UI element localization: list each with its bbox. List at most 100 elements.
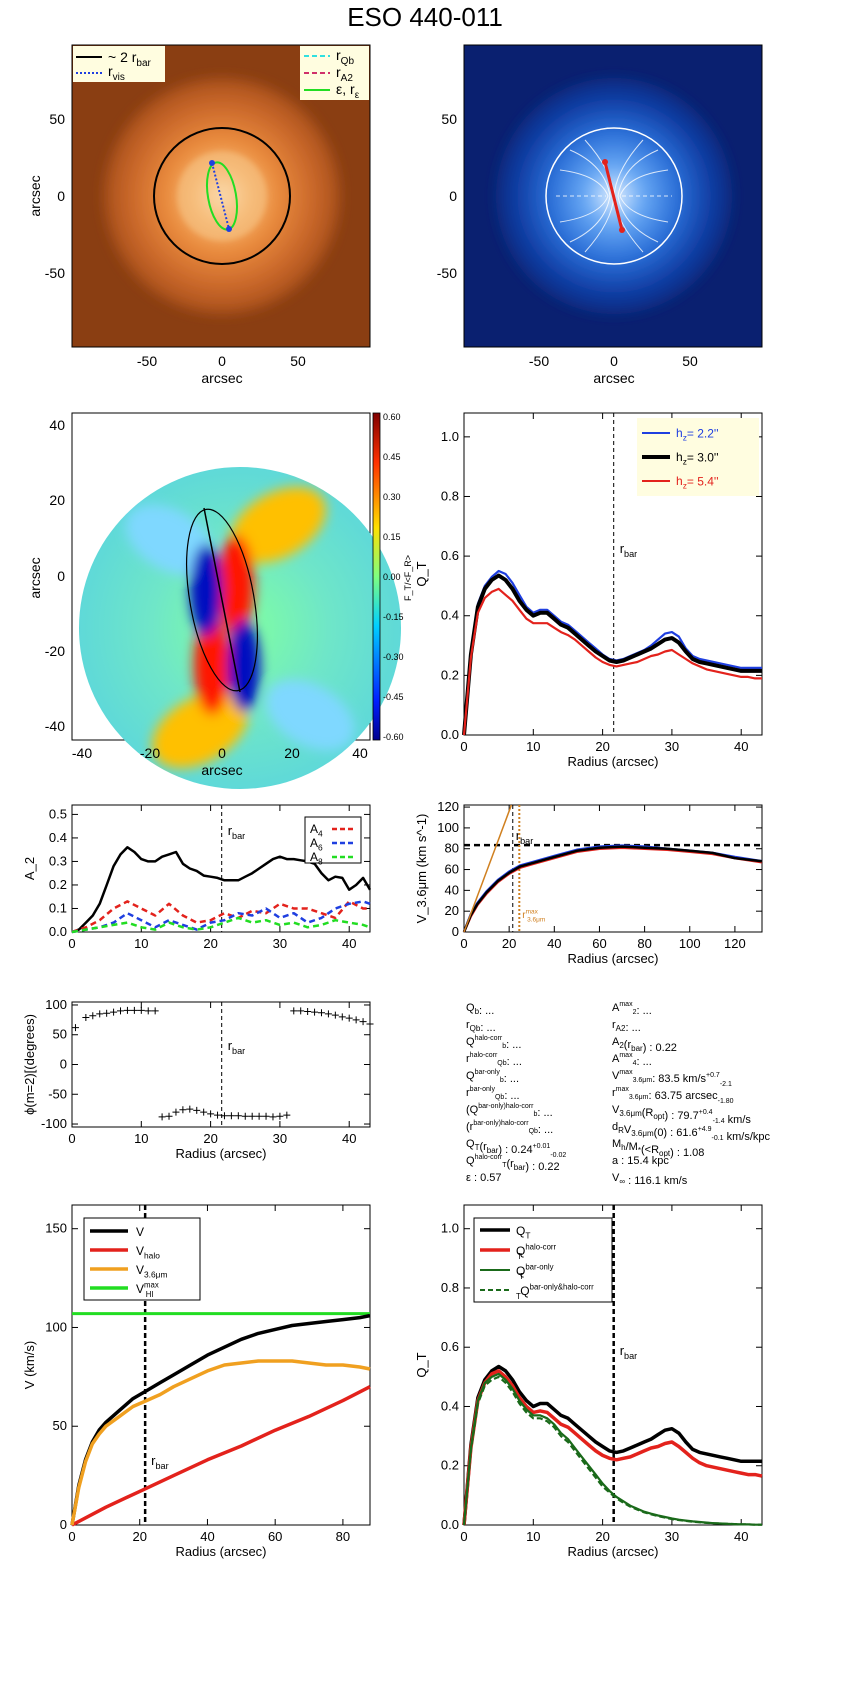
x-tick-label: 40 bbox=[342, 936, 356, 951]
y-tick-label: 100 bbox=[437, 820, 459, 835]
qt-profile-panel: 0 10 20 30 40 0.0 0.2 0.4 0.6 0.8 1.0 Radius (arcse… bbox=[414, 412, 763, 769]
data-point bbox=[262, 1112, 270, 1120]
data-point bbox=[290, 1007, 298, 1015]
image-legend-left: ~ 2 rbar rvis bbox=[73, 46, 165, 83]
y-axis-label: ϕ(m=2)[(degrees) bbox=[22, 1014, 37, 1115]
y-tick-label: 0 bbox=[60, 1517, 67, 1532]
legend-label: rQb bbox=[336, 47, 354, 67]
image-panel: ~ 2 rbar rvis rQb rA2 ε, rε -50 0 50 50 … bbox=[27, 44, 371, 386]
y-tick-label: -20 bbox=[45, 643, 65, 659]
legend-label: hz= 2.2'' bbox=[676, 426, 718, 443]
y-tick-label: 40 bbox=[445, 882, 459, 897]
colorbar-tick: -0.30 bbox=[383, 652, 404, 662]
legend-label: rvis bbox=[108, 63, 125, 83]
x-tick-label: 0 bbox=[460, 1529, 467, 1544]
y-tick-label: 0.6 bbox=[441, 548, 459, 563]
data-point bbox=[220, 1112, 228, 1120]
parameter-line: dRV3.6μm(0) : 61.6+4.9-0.1 km/s/kpc bbox=[612, 1121, 771, 1143]
y-tick-label: 0.2 bbox=[49, 877, 67, 892]
parameter-line: Mh/M*(<Ropt) : 1.08 bbox=[612, 1138, 704, 1159]
x-tick-label: -40 bbox=[72, 745, 92, 761]
x-axis-label: arcsec bbox=[593, 370, 634, 386]
colorbar bbox=[372, 412, 381, 741]
x-tick-label: 30 bbox=[273, 1131, 287, 1146]
force-field-circle bbox=[545, 127, 683, 265]
colorbar-tick: 0.15 bbox=[383, 532, 401, 542]
parameter-line: A2(rbar) : 0.22 bbox=[612, 1036, 677, 1054]
y-tick-label: 0.4 bbox=[49, 830, 67, 845]
data-point bbox=[172, 1108, 180, 1116]
series-line bbox=[462, 1372, 762, 1526]
x-tick-label: 50 bbox=[682, 353, 698, 369]
bar-endpoint bbox=[619, 227, 625, 233]
data-point bbox=[96, 1010, 104, 1018]
data-point bbox=[71, 1024, 79, 1032]
x-axis-label: Radius (arcsec) bbox=[567, 1544, 658, 1559]
data-point bbox=[207, 1110, 215, 1118]
y-tick-label: 150 bbox=[45, 1221, 67, 1236]
data-point bbox=[158, 1113, 166, 1121]
y-tick-label: 50 bbox=[441, 111, 457, 127]
y-tick-label: 50 bbox=[53, 1418, 67, 1433]
x-tick-label: 10 bbox=[134, 1131, 148, 1146]
y-tick-label: 100 bbox=[45, 997, 67, 1012]
data-point bbox=[345, 1014, 353, 1022]
y-axis-label: A_2 bbox=[22, 857, 37, 880]
x-tick-label: 0 bbox=[218, 353, 226, 369]
data-point bbox=[193, 1106, 201, 1114]
x-tick-label: 0 bbox=[610, 353, 618, 369]
ratio-map-lobes bbox=[125, 487, 355, 768]
y-tick-label: 0 bbox=[449, 188, 457, 204]
data-point bbox=[227, 1112, 235, 1120]
rotation-curve-panel: 0 20 40 60 80 0 50 100 150 Radius (arcsec) V (km/s… bbox=[22, 1204, 371, 1559]
y-tick-label: 80 bbox=[445, 841, 459, 856]
y-tick-label: 0.3 bbox=[49, 853, 67, 868]
x-tick-label: 20 bbox=[203, 1131, 217, 1146]
y-tick-label: 0.0 bbox=[441, 1517, 459, 1532]
y-axis-label: Q_T bbox=[414, 1352, 429, 1377]
series-line bbox=[462, 587, 762, 736]
legend-label: ε, rε bbox=[336, 81, 360, 101]
x-tick-label: 80 bbox=[637, 936, 651, 951]
legend-box bbox=[304, 816, 362, 864]
data-point bbox=[366, 1020, 374, 1028]
parameter-line: ε : 0.57 bbox=[466, 1172, 501, 1184]
y-tick-label: 0.2 bbox=[441, 1458, 459, 1473]
image-legend-right: rQb rA2 ε, rε bbox=[300, 46, 369, 101]
legend-box bbox=[473, 1217, 613, 1303]
legend-label: Vmax HI bbox=[136, 1281, 159, 1300]
legend-label: Qhalo-corr T bbox=[516, 1243, 557, 1262]
y-tick-label: 0.4 bbox=[441, 1398, 459, 1413]
y-tick-label: 0.6 bbox=[441, 1339, 459, 1354]
y-tick-label: 1.0 bbox=[441, 429, 459, 444]
data-point bbox=[297, 1007, 305, 1015]
x-tick-label: 40 bbox=[352, 745, 368, 761]
y-tick-label: 0.1 bbox=[49, 900, 67, 915]
x-tick-label: -20 bbox=[140, 745, 160, 761]
parameter-line: (Qbar-only)halo-corrb: ... bbox=[466, 1103, 553, 1119]
series-line bbox=[462, 1364, 762, 1526]
x-tick-label: 0 bbox=[68, 1529, 75, 1544]
parameter-line: Qhalo-corrb: ... bbox=[466, 1035, 521, 1051]
colorbar-tick: 0.60 bbox=[383, 412, 401, 422]
y-axis-label: V_3.6μm (km s^-1) bbox=[414, 814, 429, 924]
x-tick-label: 40 bbox=[734, 739, 748, 754]
colorbar-tick: -0.60 bbox=[383, 732, 404, 742]
ratio-map-field bbox=[79, 467, 401, 789]
bar-ellipse bbox=[186, 508, 258, 692]
data-point bbox=[214, 1111, 222, 1119]
parameter-line: Qb: ... bbox=[466, 1002, 494, 1017]
data-point bbox=[117, 1007, 125, 1015]
x-tick-label: 20 bbox=[203, 936, 217, 951]
parameter-line: Amax4: ... bbox=[612, 1052, 652, 1068]
legend-label: V bbox=[136, 1225, 144, 1239]
legend-label: rbar bbox=[620, 1343, 638, 1361]
legend-label: ~ 2 rbar bbox=[108, 49, 152, 69]
qt-decomposition-panel: 0 10 20 30 40 0.0 0.2 0.4 0.6 0.8 1.0 Radius (arcse… bbox=[414, 1204, 763, 1559]
rvis-line bbox=[211, 162, 230, 230]
data-point bbox=[165, 1112, 173, 1120]
data-point bbox=[338, 1013, 346, 1021]
legend-label: rbar bbox=[228, 1038, 246, 1056]
